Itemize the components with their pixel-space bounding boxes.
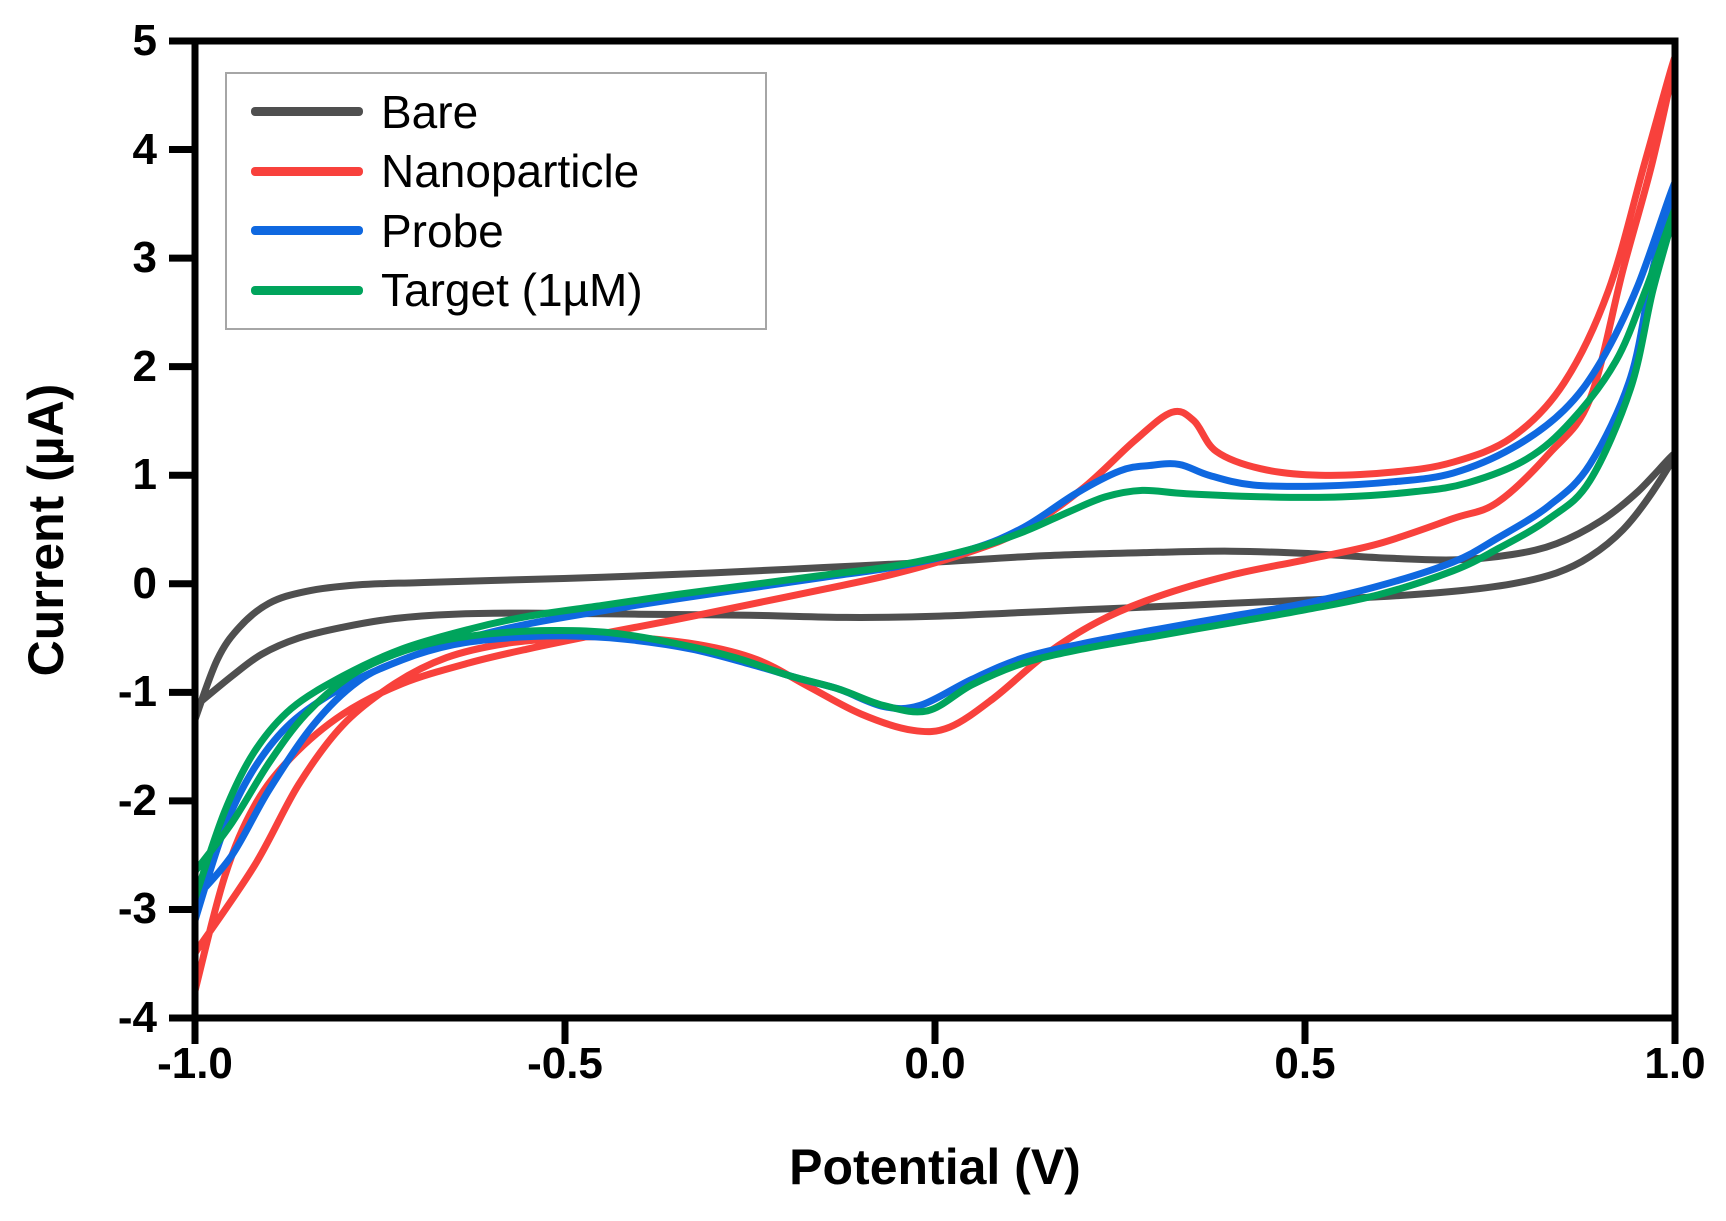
bare-line-swatch-icon [251,107,363,117]
legend-item-nanoparticle: Nanoparticle [251,143,765,199]
nanoparticle-line-swatch-icon [251,166,363,176]
y-tick-label-1: 1 [132,450,157,500]
y-tick-label--1: -1 [117,667,157,717]
legend-label-probe: Probe [381,204,504,257]
axes-frame [191,37,1679,1022]
legend-label-nanoparticle: Nanoparticle [381,145,640,198]
legend-item-bare: Bare [251,84,765,140]
y-tick-label-5: 5 [132,16,157,65]
legend-label-bare: Bare [381,85,479,138]
y-axis-title: Current (µA) [18,383,74,677]
curve-bare [195,450,1675,723]
legend-label-target: Target (1µM) [381,264,643,317]
y-tick-label-2: 2 [132,341,157,391]
x-tick-label--0.5: -0.5 [527,1039,603,1088]
x-tick-label-1.0: 1.0 [1644,1039,1706,1088]
x-axis-title: Potential (V) [789,1139,1081,1195]
y-tick-label--4: -4 [117,993,157,1042]
probe-line-swatch-icon [251,226,363,236]
y-tick-label-3: 3 [132,233,157,283]
y-tick-label-0: 0 [132,558,157,608]
y-tick-label--2: -2 [117,775,157,825]
legend-item-probe: Probe [251,203,765,259]
legend-item-target: Target (1µM) [251,262,765,318]
target-line-swatch-icon [251,285,363,295]
x-tick-label-0.5: 0.5 [1274,1039,1336,1088]
curve-target-1-m [195,205,1675,903]
y-tick-label-4: 4 [132,124,157,174]
x-tick-label--1.0: -1.0 [157,1039,233,1088]
x-tick-label-0.0: 0.0 [904,1039,966,1088]
legend: Bare Nanoparticle Probe Target (1µM) [225,72,767,330]
y-tick-label--3: -3 [117,884,157,934]
